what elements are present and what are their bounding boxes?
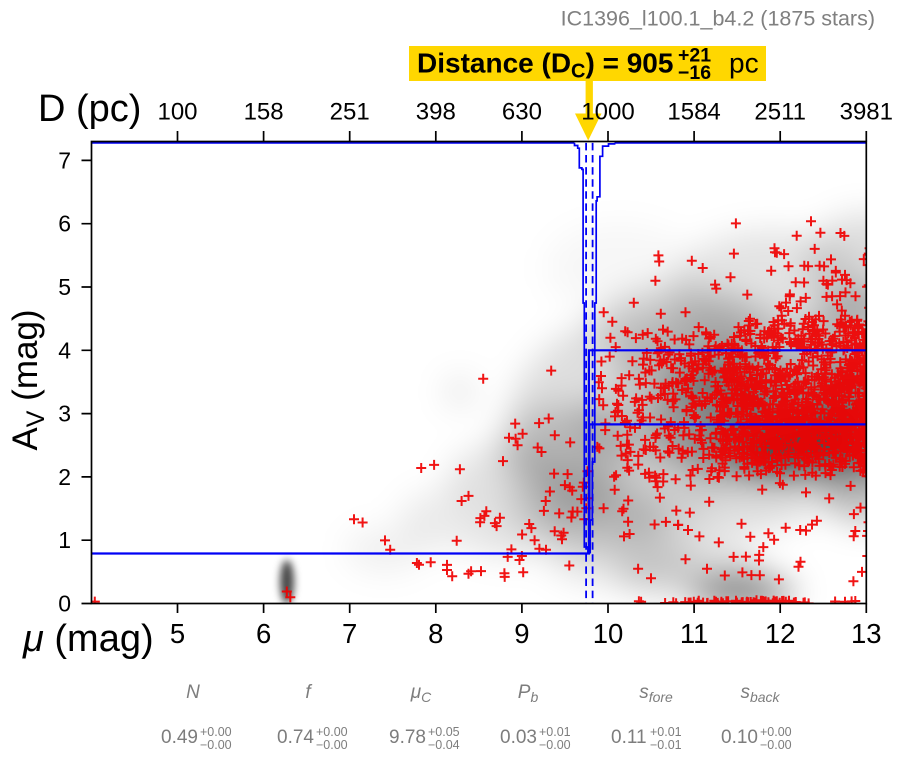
svg-text:Distance (DC) = 905: Distance (DC) = 905 (417, 48, 673, 83)
svg-text:0.11: 0.11 (611, 727, 647, 748)
svg-text:−0.00: −0.00 (200, 738, 232, 752)
svg-text:158: 158 (244, 99, 284, 126)
svg-text:5: 5 (58, 274, 71, 300)
svg-text:0.49: 0.49 (161, 727, 198, 748)
svg-text:+0.05: +0.05 (428, 725, 460, 739)
svg-text:9: 9 (514, 618, 529, 649)
svg-text:2: 2 (58, 464, 71, 490)
svg-text:1: 1 (58, 527, 71, 553)
svg-text:f: f (305, 682, 312, 703)
svg-text:3981: 3981 (840, 99, 893, 126)
svg-text:+0.00: +0.00 (760, 725, 792, 739)
svg-text:9.78: 9.78 (389, 727, 426, 748)
svg-text:5: 5 (170, 618, 185, 649)
svg-text:11: 11 (680, 618, 709, 649)
svg-text:6: 6 (58, 211, 71, 237)
svg-text:630: 630 (502, 99, 542, 126)
svg-text:6: 6 (256, 618, 271, 649)
svg-text:+0.00: +0.00 (316, 725, 348, 739)
svg-text:0.03: 0.03 (500, 727, 537, 748)
svg-text:N: N (186, 682, 200, 703)
svg-text:251: 251 (330, 99, 370, 126)
svg-text:+0.01: +0.01 (650, 725, 682, 739)
svg-text:398: 398 (416, 99, 456, 126)
svg-text:4: 4 (58, 337, 71, 363)
svg-text:10: 10 (593, 618, 624, 649)
svg-text:1584: 1584 (667, 99, 720, 126)
svg-text:8: 8 (428, 618, 443, 649)
svg-text:AV (mag): AV (mag) (6, 309, 50, 450)
svg-text:+0.00: +0.00 (200, 725, 232, 739)
svg-text:2511: 2511 (754, 99, 806, 126)
svg-text:13: 13 (851, 618, 882, 649)
svg-text:D (pc): D (pc) (38, 88, 141, 130)
svg-text:0.74: 0.74 (277, 727, 314, 748)
svg-text:sback: sback (740, 682, 780, 705)
svg-text:+0.01: +0.01 (539, 725, 571, 739)
svg-text:μC: μC (410, 682, 432, 705)
svg-text:−0.00: −0.00 (539, 738, 571, 752)
svg-text:−0.04: −0.04 (428, 738, 460, 752)
svg-text:−16: −16 (678, 62, 711, 84)
svg-text:7: 7 (342, 618, 357, 649)
svg-text:Pb: Pb (518, 682, 539, 705)
svg-text:+21: +21 (678, 45, 711, 67)
svg-text:12: 12 (765, 618, 796, 649)
svg-text:μ (mag): μ (mag) (22, 618, 154, 660)
svg-text:IC1396_l100.1_b4.2 (1875 stars: IC1396_l100.1_b4.2 (1875 stars) (561, 7, 875, 31)
svg-text:sfore: sfore (639, 682, 673, 705)
svg-text:7: 7 (58, 147, 71, 173)
svg-text:100: 100 (157, 99, 197, 126)
svg-text:pc: pc (729, 48, 759, 79)
svg-text:−0.01: −0.01 (650, 738, 682, 752)
svg-text:−0.00: −0.00 (316, 738, 348, 752)
svg-text:3: 3 (58, 401, 71, 427)
svg-text:0: 0 (58, 591, 71, 617)
svg-text:1000: 1000 (581, 99, 634, 126)
svg-text:−0.00: −0.00 (760, 738, 792, 752)
svg-text:0.10: 0.10 (721, 727, 758, 748)
